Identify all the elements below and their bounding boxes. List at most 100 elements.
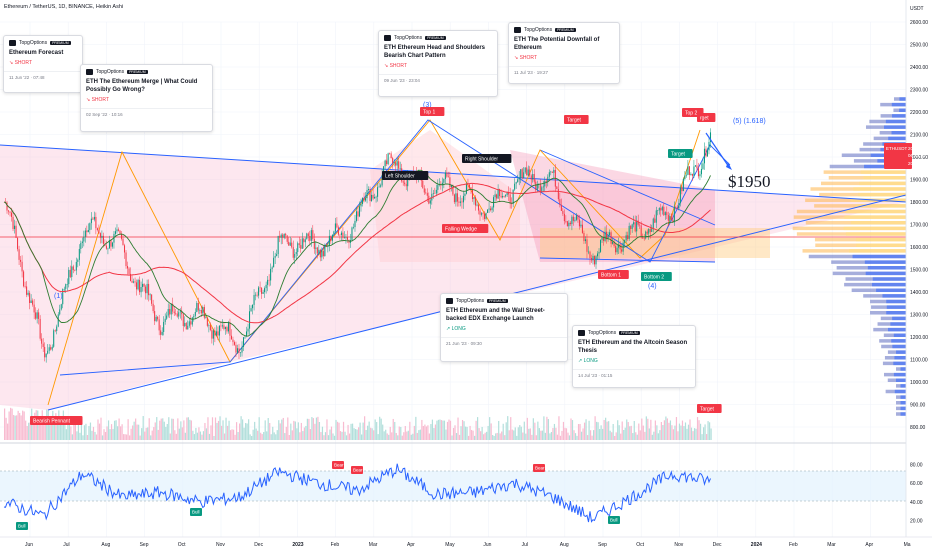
candle-body xyxy=(304,239,306,243)
volume-bar xyxy=(415,416,417,440)
idea-card-4[interactable]: TopgOptions PREMIUM ETH The Potential Dow… xyxy=(508,22,620,84)
volume-bar xyxy=(588,420,590,440)
volume-bar xyxy=(257,430,259,440)
candle-body xyxy=(390,153,392,159)
volume-profile-bar xyxy=(899,97,906,101)
volume-bar xyxy=(255,428,257,440)
volume-bar xyxy=(189,419,191,440)
volume-bar xyxy=(568,435,571,440)
time-tick-label: May xyxy=(445,542,455,548)
candle-body xyxy=(235,344,237,353)
volume-profile-bar xyxy=(894,389,906,394)
candle-body xyxy=(203,307,205,318)
candle-body xyxy=(384,160,386,167)
volume-bar xyxy=(669,420,672,440)
volume-bar xyxy=(374,419,376,440)
candle-body xyxy=(194,311,196,316)
pattern-label-text: Target xyxy=(700,407,715,413)
idea-badge: PREMIUM xyxy=(487,299,508,303)
volume-bar xyxy=(481,426,483,440)
time-tick-label: Mar xyxy=(369,542,378,548)
candle-body xyxy=(288,241,290,246)
candle-body xyxy=(184,322,186,326)
candle-body xyxy=(170,303,172,315)
candle-body xyxy=(351,227,353,241)
volume-bar xyxy=(23,411,25,440)
volume-bar xyxy=(309,429,312,440)
volume-bar xyxy=(410,434,412,440)
volume-bar xyxy=(129,435,131,440)
volume-bar xyxy=(32,418,34,440)
idea-card-6[interactable]: TopgOptions PREMIUM ETH Ethereum and the … xyxy=(572,325,696,388)
volume-bar xyxy=(546,416,548,440)
time-tick-label: Mar xyxy=(827,542,836,548)
candle-body xyxy=(21,261,23,272)
idea-title: Ethereum Forecast xyxy=(9,50,64,56)
candle-body xyxy=(333,231,335,236)
volume-bar xyxy=(397,435,399,440)
candle-body xyxy=(465,183,467,194)
volume-bar xyxy=(323,435,325,440)
volume-bar xyxy=(371,428,373,440)
pattern-label-text: Right Shoulder xyxy=(465,157,498,163)
volume-profile-bar xyxy=(891,102,906,107)
candle-body xyxy=(114,231,116,234)
volume-bar xyxy=(55,413,57,440)
time-tick-label: Nov xyxy=(674,542,683,548)
volume-bar xyxy=(591,435,593,440)
volume-bar xyxy=(443,420,446,440)
candle-body xyxy=(102,235,104,244)
idea-card-2[interactable]: TopgOptions PREMIUM ETH The Ethereum Merg… xyxy=(80,64,213,132)
candle-body xyxy=(630,225,632,229)
candle-body xyxy=(99,233,101,238)
candle-body xyxy=(122,238,124,246)
volume-profile-bar xyxy=(858,192,906,197)
volume-bar xyxy=(698,420,700,440)
price-tick-label: 2500.00 xyxy=(910,43,928,49)
candle-body xyxy=(444,172,446,180)
volume-bar xyxy=(20,415,22,440)
volume-bar xyxy=(112,428,114,440)
volume-bar xyxy=(204,422,206,440)
candle-body xyxy=(365,198,367,201)
candle-body xyxy=(14,225,16,230)
idea-card-3[interactable]: TopgOptions PREMIUM ETH Ethereum Head and… xyxy=(378,30,498,97)
candle-body xyxy=(521,169,523,179)
candle-body xyxy=(360,203,362,207)
volume-bar xyxy=(89,422,92,440)
volume-bar xyxy=(516,435,518,440)
volume-bar xyxy=(177,418,179,440)
volume-bar xyxy=(583,422,586,440)
volume-bar xyxy=(133,421,135,440)
volume-bar xyxy=(226,425,229,440)
candle-body xyxy=(530,175,532,180)
candle-body xyxy=(404,182,406,185)
candle-body xyxy=(542,186,544,188)
idea-date: 11 Jun '22 · 07:48 xyxy=(4,71,82,84)
candle-body xyxy=(59,309,61,315)
volume-bar xyxy=(201,434,203,440)
volume-bar xyxy=(541,430,543,440)
candle-body xyxy=(139,279,141,293)
candle-body xyxy=(474,197,477,206)
volume-bar xyxy=(388,434,390,440)
candle-body xyxy=(383,166,385,175)
volume-bar xyxy=(40,422,42,440)
idea-card-1[interactable]: TopgOptions PREMIUM Ethereum Forecast ↘ S… xyxy=(3,35,83,93)
candle-body xyxy=(652,218,654,229)
volume-bar xyxy=(636,434,638,440)
volume-bar xyxy=(656,425,658,440)
volume-bar xyxy=(153,427,155,440)
volume-bar xyxy=(582,428,584,440)
time-tick-label: Apr xyxy=(865,542,873,548)
candle-body xyxy=(687,166,689,175)
volume-bar xyxy=(65,429,67,440)
idea-card-5[interactable]: TopgOptions PREMIUM ETH Ethereum and the … xyxy=(440,293,568,362)
candle-body xyxy=(450,185,452,188)
volume-bar xyxy=(434,424,437,440)
candle-body xyxy=(456,193,458,202)
volume-bar xyxy=(88,426,90,440)
volume-bar xyxy=(344,431,346,440)
